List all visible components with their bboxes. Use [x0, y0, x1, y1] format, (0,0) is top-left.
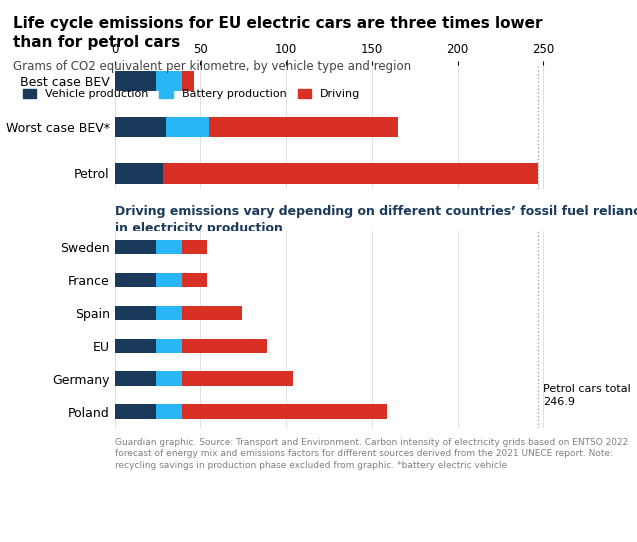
- Bar: [162, 163, 538, 184]
- Text: Grams of CO2 equivalent per kilometre, by vehicle type and region: Grams of CO2 equivalent per kilometre, b…: [13, 60, 411, 73]
- Bar: [209, 117, 397, 138]
- Bar: [115, 404, 156, 420]
- Bar: [182, 306, 241, 320]
- Bar: [182, 240, 207, 255]
- Bar: [156, 273, 182, 287]
- Bar: [166, 117, 209, 138]
- Bar: [156, 339, 182, 353]
- Bar: [115, 306, 156, 320]
- Bar: [182, 371, 293, 386]
- Bar: [115, 371, 156, 386]
- Bar: [115, 273, 156, 287]
- Text: Driving emissions vary depending on different countries’ fossil fuel reliance
in: Driving emissions vary depending on diff…: [115, 205, 637, 235]
- Bar: [156, 70, 182, 92]
- Bar: [182, 404, 387, 420]
- Bar: [182, 339, 268, 353]
- Bar: [115, 240, 156, 255]
- Text: Petrol cars total
246.9: Petrol cars total 246.9: [543, 384, 631, 407]
- Bar: [115, 163, 162, 184]
- Bar: [182, 273, 207, 287]
- Bar: [182, 70, 194, 92]
- Legend: Vehicle production, Battery production, Driving: Vehicle production, Battery production, …: [18, 84, 364, 104]
- Bar: [156, 371, 182, 386]
- Bar: [115, 70, 156, 92]
- Bar: [115, 339, 156, 353]
- Bar: [156, 240, 182, 255]
- Text: Life cycle emissions for EU electric cars are three times lower
than for petrol : Life cycle emissions for EU electric car…: [13, 16, 542, 50]
- Bar: [156, 306, 182, 320]
- Text: Guardian graphic. Source: Transport and Environment. Carbon intensity of electri: Guardian graphic. Source: Transport and …: [115, 438, 628, 469]
- Bar: [115, 117, 166, 138]
- Bar: [156, 404, 182, 420]
